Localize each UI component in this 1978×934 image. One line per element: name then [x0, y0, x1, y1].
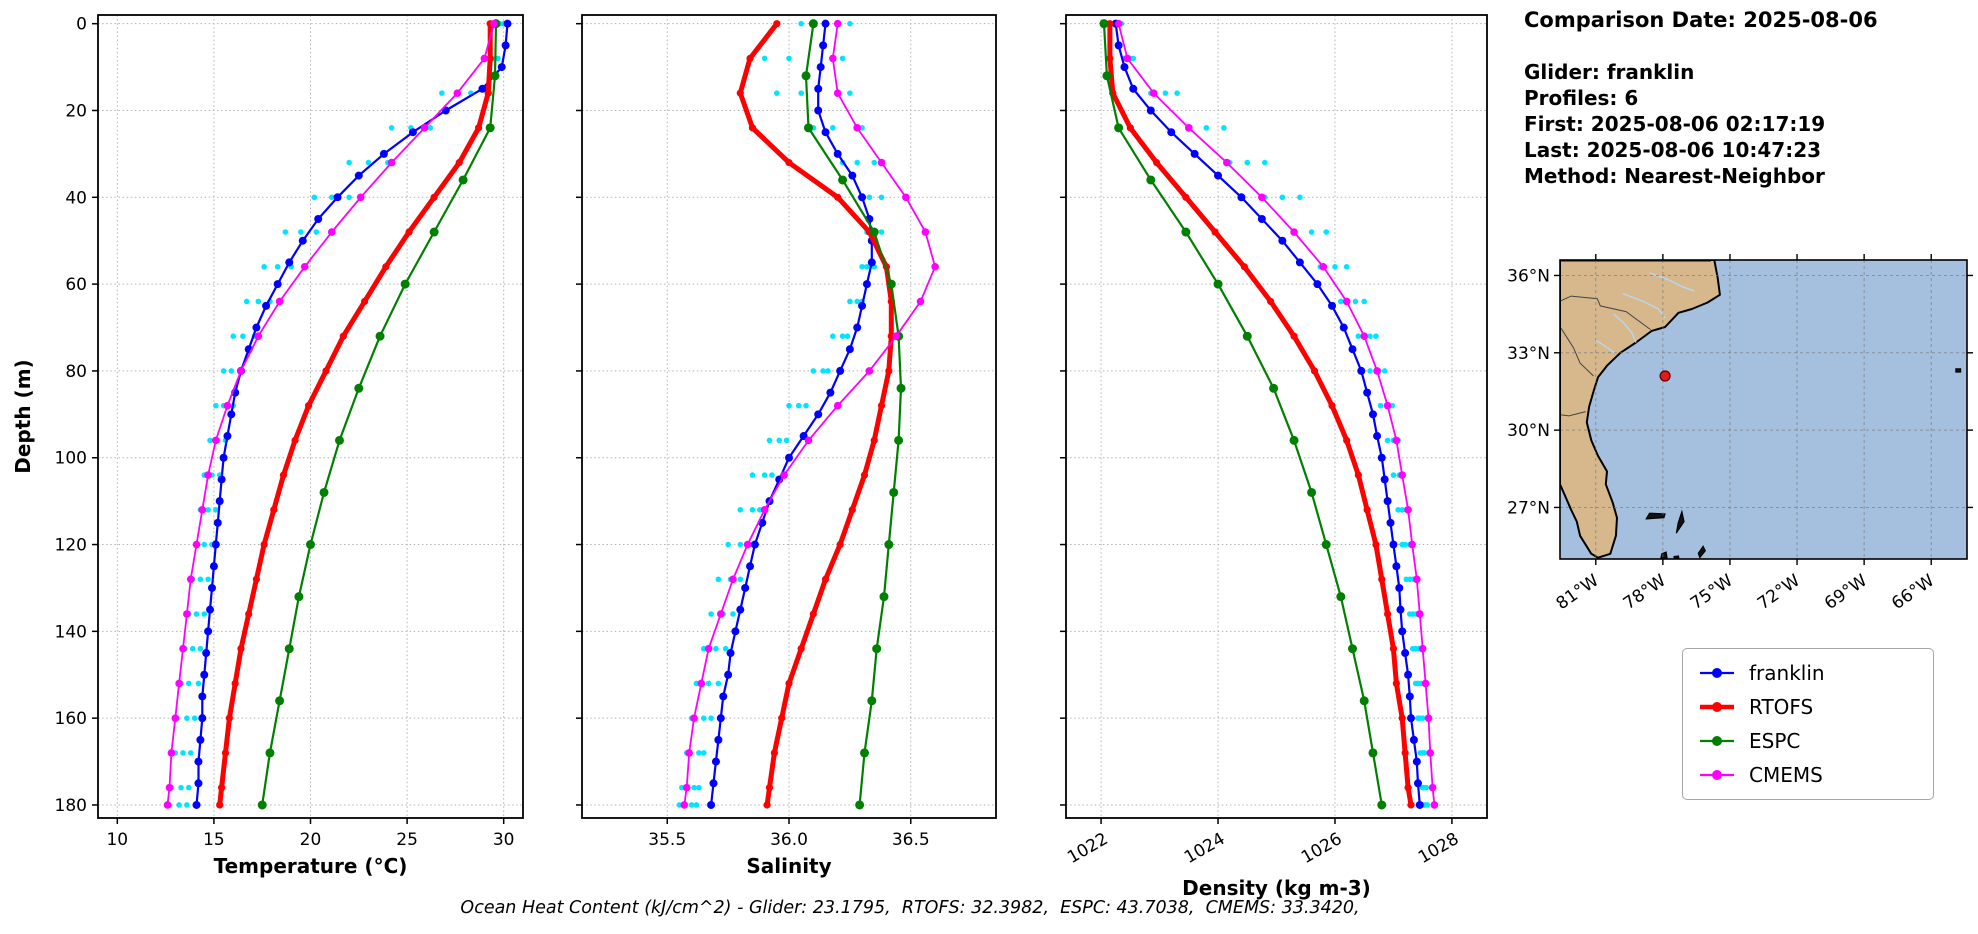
- series-RTOFS: [216, 20, 494, 809]
- svg-text:25: 25: [396, 830, 418, 850]
- legend-item-espc: ESPC: [1697, 727, 1919, 755]
- scatter-glider-obs-1: [676, 20, 870, 808]
- island: [1645, 512, 1666, 520]
- lat-tick-label: 27°N: [1507, 498, 1550, 518]
- series-RTOFS: [1106, 20, 1415, 809]
- lon-tick-label: 72°W: [1754, 571, 1804, 614]
- salinity-panel: 35.5 36.0 36.5 Salinity: [576, 14, 997, 878]
- svg-text:1028: 1028: [1415, 829, 1462, 868]
- lon-tick-label: 66°W: [1888, 571, 1938, 614]
- legend-line-icon: [1700, 736, 1734, 746]
- location-map: 36°N 33°N 30°N 27°N 81°W 78°W 75°W 72°W 69°W 66°W: [1507, 254, 1973, 614]
- info-profiles: Profiles: 6: [1524, 86, 1639, 110]
- svg-text:35.5: 35.5: [648, 830, 686, 850]
- glider-position-marker: [1659, 370, 1671, 382]
- legend-line-icon: [1700, 668, 1734, 678]
- legend-item-franklin: franklin: [1697, 659, 1919, 687]
- legend-label: ESPC: [1749, 729, 1801, 753]
- depth-axis-label: Depth (m): [11, 359, 35, 473]
- svg-text:20: 20: [300, 830, 322, 850]
- profile-plots: 10 15 20 25 30 0 20 40 60 80 100 120 140 160 180 Temper…: [11, 14, 1488, 900]
- svg-text:1022: 1022: [1064, 829, 1111, 868]
- legend-line-icon: [1700, 702, 1734, 712]
- river: [1595, 339, 1616, 354]
- series-ESPC: [257, 19, 501, 810]
- svg-text:60: 60: [65, 275, 87, 295]
- lon-tick-label: 75°W: [1687, 571, 1737, 614]
- legend: franklin RTOFS ESPC CMEMS: [1682, 648, 1934, 800]
- comparison-info: Comparison Date: 2025-08-06 Glider: fran…: [1524, 8, 1878, 189]
- svg-text:80: 80: [65, 362, 87, 382]
- lon-tick-label: 69°W: [1821, 571, 1871, 614]
- legend-item-rtofs: RTOFS: [1697, 693, 1919, 721]
- svg-text:20: 20: [65, 101, 87, 121]
- svg-text:100: 100: [55, 449, 87, 469]
- info-glider: Glider: franklin: [1524, 60, 1695, 84]
- ohc-footer: Ocean Heat Content (kJ/cm^2) - Glider: 2…: [460, 898, 1360, 918]
- coastline-land: [1560, 260, 1721, 559]
- scatter-glider-obs-3: [1118, 20, 1431, 808]
- island: [1675, 509, 1685, 534]
- series-ESPC: [1099, 19, 1387, 810]
- series-franklin: [192, 19, 512, 809]
- state-border: [1560, 411, 1586, 417]
- scatter-glider-obs-2: [1112, 20, 1427, 808]
- legend-label: franklin: [1749, 661, 1825, 685]
- island: [1955, 368, 1962, 373]
- svg-text:160: 160: [55, 709, 87, 729]
- state-border: [1560, 328, 1594, 377]
- svg-text:10: 10: [106, 830, 128, 850]
- svg-text:140: 140: [55, 622, 87, 642]
- info-method: Method: Nearest-Neighbor: [1524, 164, 1825, 188]
- river: [1649, 272, 1695, 292]
- series-CMEMS: [163, 19, 498, 809]
- scatter-glider-obs-3: [688, 20, 875, 808]
- lat-tick-label: 36°N: [1507, 266, 1550, 286]
- scatter-glider-obs-2: [693, 20, 885, 808]
- scatter-glider-obs-1: [166, 20, 503, 808]
- svg-text:40: 40: [65, 188, 87, 208]
- scatter-glider-obs-1: [1115, 20, 1429, 808]
- svg-text:180: 180: [55, 796, 87, 816]
- river: [1613, 313, 1637, 343]
- svg-text:1026: 1026: [1298, 829, 1345, 868]
- legend-line-icon: [1700, 770, 1734, 780]
- series-CMEMS: [680, 19, 939, 809]
- river: [1622, 292, 1666, 319]
- legend-item-cmems: CMEMS: [1697, 761, 1919, 789]
- island: [1660, 551, 1668, 559]
- density-axis-label: Density (kg m-3): [1182, 876, 1371, 900]
- lon-tick-label: 78°W: [1620, 571, 1670, 614]
- series-ESPC: [801, 19, 906, 810]
- lon-tick-label: 81°W: [1553, 571, 1603, 614]
- svg-text:1024: 1024: [1181, 829, 1228, 868]
- scatter-glider-obs-2: [176, 20, 507, 808]
- legend-label: RTOFS: [1749, 695, 1814, 719]
- density-panel: 1022 1024 1026 1028 Density (kg m-3): [1060, 14, 1488, 900]
- salinity-axis-label: Salinity: [746, 854, 831, 878]
- series-franklin: [707, 19, 876, 809]
- svg-text:0: 0: [76, 15, 87, 35]
- legend-label: CMEMS: [1749, 763, 1823, 787]
- lat-tick-label: 33°N: [1507, 344, 1550, 364]
- svg-text:30: 30: [493, 830, 515, 850]
- svg-text:36.5: 36.5: [892, 830, 930, 850]
- temperature-axis-label: Temperature (°C): [214, 854, 408, 878]
- svg-text:15: 15: [203, 830, 225, 850]
- state-border: [1560, 295, 1651, 331]
- series-CMEMS: [1114, 19, 1439, 809]
- info-last: Last: 2025-08-06 10:47:23: [1524, 138, 1822, 162]
- island: [1697, 545, 1706, 559]
- comparison-date: Comparison Date: 2025-08-06: [1524, 8, 1878, 32]
- info-first: First: 2025-08-06 02:17:19: [1524, 112, 1826, 136]
- series-franklin: [1111, 19, 1424, 809]
- lat-tick-label: 30°N: [1507, 421, 1550, 441]
- temperature-panel: 10 15 20 25 30 0 20 40 60 80 100 120 140 160 180 Temper…: [11, 14, 524, 878]
- svg-text:120: 120: [55, 536, 87, 556]
- svg-text:36.0: 36.0: [770, 830, 808, 850]
